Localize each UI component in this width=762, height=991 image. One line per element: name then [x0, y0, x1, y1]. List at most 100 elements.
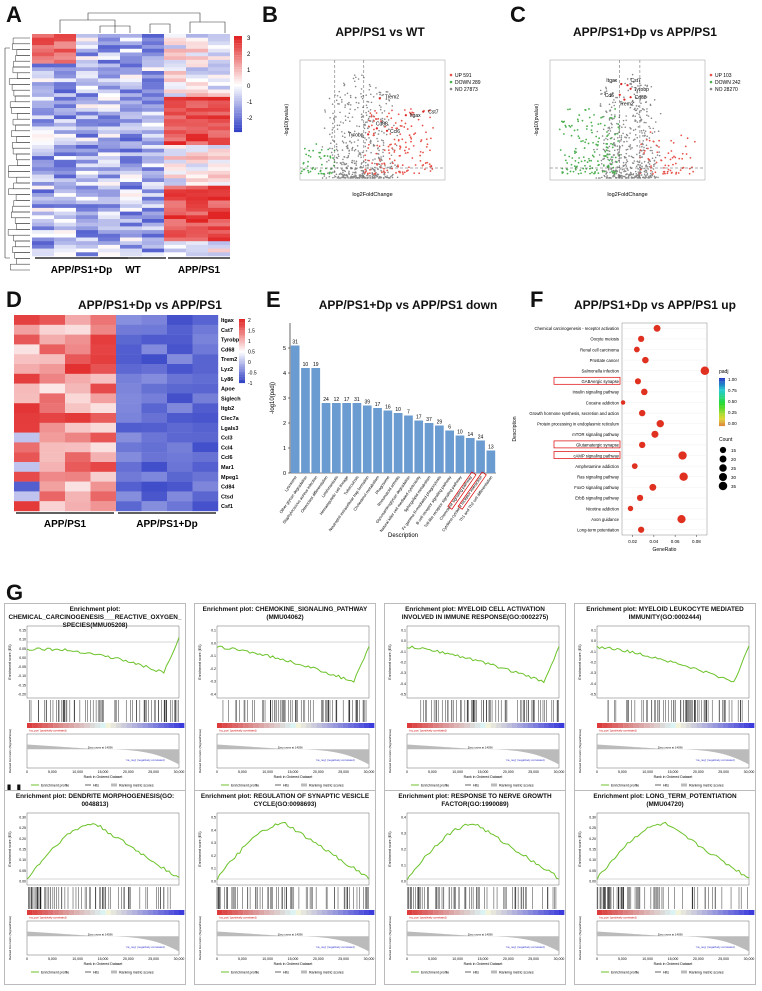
x-tick-label: 25,000	[718, 770, 729, 774]
heatmap-cell	[186, 130, 208, 135]
colorbar-segment	[719, 392, 725, 395]
x-tick-label: 15,000	[98, 770, 109, 774]
heatmap-cell	[120, 152, 142, 157]
point-up	[388, 112, 390, 115]
bar-label: 12	[334, 397, 340, 403]
x-axis-label: Rank in Ordered Dataset	[84, 962, 123, 966]
point-ns	[349, 94, 352, 97]
point-up	[387, 149, 390, 152]
dendrogram-branch	[13, 234, 30, 242]
point-up	[666, 172, 669, 175]
point-down	[589, 172, 591, 175]
heatmap-cell	[186, 148, 208, 153]
heatmap-cell	[208, 137, 230, 142]
heatmap-cell	[164, 170, 186, 175]
heatmap-cell	[208, 200, 230, 205]
point-ns	[630, 155, 633, 158]
point-ns	[620, 171, 622, 174]
heatmap-cell	[192, 334, 219, 345]
rank-gradient	[37, 910, 43, 915]
point-up	[649, 131, 652, 134]
colorbar-segment	[239, 347, 245, 350]
bar-label: 7	[407, 410, 410, 416]
rank-gradient	[712, 910, 718, 915]
point-ns	[631, 147, 633, 149]
point-ns	[324, 111, 327, 113]
point-ns	[616, 96, 619, 99]
point-ns	[351, 146, 354, 149]
point-up	[393, 149, 396, 152]
neg-label: 'na_neg' (negatively correlated)	[696, 758, 735, 762]
point-ns	[368, 137, 370, 139]
heatmap-cell	[54, 48, 76, 53]
point-ns	[352, 171, 354, 174]
point-up	[419, 154, 422, 157]
point-down	[312, 149, 315, 152]
rank-gradient	[89, 723, 96, 728]
point-down	[611, 143, 614, 146]
rank-gradient	[89, 910, 96, 915]
point-ns	[378, 163, 381, 166]
point-ns	[329, 133, 331, 136]
es-frame	[596, 812, 750, 886]
heatmap-cell	[76, 178, 98, 183]
heatmap-cell	[98, 185, 120, 190]
point-up	[399, 145, 401, 148]
heatmap-cell	[164, 141, 186, 146]
heatmap-cell	[76, 56, 98, 61]
heatmap-cell	[142, 82, 164, 87]
es-tick-label: 0.25	[19, 826, 26, 830]
heatmap-cell	[54, 85, 76, 90]
rank-gradient	[675, 723, 681, 728]
point-up	[413, 133, 415, 136]
panel-letter-a: A	[6, 2, 22, 27]
heatmap-cell	[164, 78, 186, 83]
heatmap-cell	[76, 45, 98, 50]
colorbar-segment	[719, 411, 725, 414]
point-ns	[612, 91, 614, 94]
heatmap-cell	[98, 78, 120, 83]
point-ns	[624, 136, 626, 138]
point-ns	[600, 159, 603, 162]
point-up	[662, 172, 665, 175]
heatmap-cell	[164, 115, 186, 120]
x-tick-label: 20,000	[313, 957, 324, 961]
point-ns	[602, 142, 605, 145]
heatmap-cell	[186, 93, 208, 98]
point-ns	[609, 158, 612, 160]
heatmap-cell	[54, 189, 76, 194]
point-ns	[614, 114, 616, 116]
heatmap-cell	[54, 93, 76, 98]
point-down	[333, 161, 336, 164]
colorbar-segment	[234, 124, 242, 128]
heatmap-cell	[32, 89, 54, 94]
point-ns	[331, 147, 334, 150]
heatmap-cell	[32, 163, 54, 168]
point-ns	[636, 121, 639, 123]
point-ns	[342, 122, 345, 124]
point-ns	[641, 145, 643, 148]
point-ns	[625, 173, 627, 176]
heatmap-cell	[32, 200, 54, 205]
point-ns	[343, 162, 345, 165]
legend-label: Hits	[473, 971, 479, 975]
point-up	[414, 164, 417, 166]
colorbar-segment	[239, 373, 245, 376]
legend-dot	[719, 455, 727, 463]
point-down	[597, 140, 600, 143]
heatmap-cell	[65, 462, 91, 472]
point-ns	[658, 151, 660, 153]
es-tick-label: 0.1	[211, 867, 216, 871]
point-down	[603, 124, 606, 127]
colorbar-segment	[234, 108, 242, 111]
rank-gradient	[480, 910, 486, 915]
point-ns	[366, 121, 368, 123]
heatmap-cell	[14, 393, 40, 404]
point-ns	[381, 121, 384, 123]
heatmap-cell	[120, 104, 142, 109]
bar-label: 17	[344, 397, 350, 403]
point-up	[682, 166, 685, 169]
rank-gradient	[158, 910, 164, 915]
point-down	[595, 143, 598, 146]
point-gene	[385, 129, 389, 132]
